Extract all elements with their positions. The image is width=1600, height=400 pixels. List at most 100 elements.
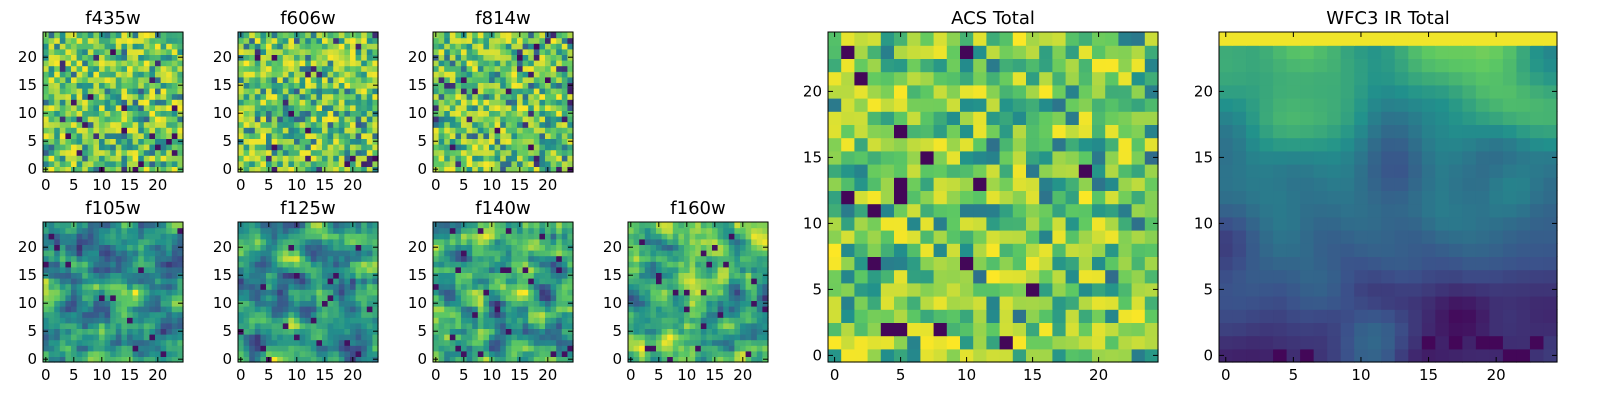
heatmap-cell (561, 222, 568, 229)
heatmap-cell (522, 60, 529, 67)
heatmap-cell (494, 43, 501, 50)
heatmap-cell (76, 272, 83, 279)
heatmap-cell (644, 266, 651, 273)
heatmap-cell (260, 82, 267, 89)
heatmap-cell (288, 266, 295, 273)
heatmap-cell (494, 311, 501, 318)
heatmap-cell (166, 127, 173, 134)
heatmap-cell (54, 322, 61, 329)
heatmap-cell (366, 300, 373, 307)
heatmap-cell (93, 65, 100, 72)
heatmap-cell (561, 356, 568, 363)
heatmap-cell (444, 356, 451, 363)
heatmap-cell (327, 283, 334, 290)
heatmap-cell (483, 93, 490, 100)
heatmap-cell (322, 238, 329, 245)
heatmap-cell (65, 144, 72, 151)
heatmap-cell (260, 238, 267, 245)
heatmap-cell (500, 110, 507, 117)
heatmap-cell (461, 99, 468, 106)
heatmap-cell (322, 37, 329, 44)
heatmap-cell (322, 160, 329, 167)
heatmap-cell (277, 272, 284, 279)
heatmap-cell (444, 350, 451, 357)
heatmap-cell (533, 356, 540, 363)
heatmap-cell (550, 32, 557, 39)
heatmap-cell (461, 244, 468, 251)
heatmap-cell (59, 43, 66, 50)
heatmap-cell (254, 227, 261, 234)
heatmap-cell (115, 37, 122, 44)
heatmap-cell (71, 60, 78, 67)
heatmap-cell (288, 311, 295, 318)
heatmap-cell (556, 266, 563, 273)
heatmap-cell (254, 127, 261, 134)
heatmap-cell (828, 216, 842, 231)
heatmap-cell (556, 339, 563, 346)
heatmap-cell (533, 127, 540, 134)
heatmap-cell (316, 54, 323, 61)
x-tick-label: 10 (92, 176, 111, 194)
heatmap-cell (745, 272, 752, 279)
y-tick-label: 15 (18, 266, 37, 284)
heatmap-cell (43, 250, 50, 257)
heatmap-cell (361, 48, 368, 55)
heatmap-cell (712, 255, 719, 262)
heatmap-cell (110, 93, 117, 100)
heatmap-cell (522, 261, 529, 268)
heatmap-cell (1092, 269, 1106, 284)
heatmap-cell (288, 250, 295, 257)
heatmap-cell (71, 132, 78, 139)
heatmap-cell (1039, 296, 1053, 310)
heatmap-cell (99, 149, 106, 156)
heatmap-cell (650, 339, 657, 346)
heatmap-cell (438, 127, 445, 134)
heatmap-cell (455, 345, 462, 352)
heatmap-cell (372, 255, 379, 262)
heatmap-cell (121, 48, 128, 55)
heatmap-cell (121, 356, 128, 363)
heatmap-cell (561, 345, 568, 352)
heatmap-cell (1105, 282, 1119, 297)
heatmap-cell (288, 334, 295, 341)
heatmap-cell (127, 71, 134, 78)
heatmap-cell (143, 356, 150, 363)
heatmap-cell (489, 76, 496, 83)
heatmap-cell (728, 311, 735, 318)
heatmap-cell (489, 138, 496, 145)
y-tick-label: 5 (612, 322, 622, 340)
heatmap-cell (894, 216, 908, 231)
heatmap-cell (650, 244, 657, 251)
heatmap-cell (271, 294, 278, 301)
heatmap-cell (288, 65, 295, 72)
heatmap-cell (43, 339, 50, 346)
heatmap-cell (254, 317, 261, 324)
heatmap-cell (277, 71, 284, 78)
heatmap-cell (628, 311, 635, 318)
heatmap-cell (127, 127, 134, 134)
heatmap-cell (99, 339, 106, 346)
heatmap-cell (489, 283, 496, 290)
heatmap-cell (76, 166, 83, 173)
heatmap-cell (277, 76, 284, 83)
heatmap-cell (472, 244, 479, 251)
heatmap-cell (517, 250, 524, 257)
heatmap-cell (127, 121, 134, 128)
heatmap-cell (171, 244, 178, 251)
heatmap-cell (695, 311, 702, 318)
heatmap-cell (438, 272, 445, 279)
heatmap-cell (539, 32, 546, 39)
heatmap-cell (327, 328, 334, 335)
heatmap-cell (155, 322, 162, 329)
heatmap-cell (166, 138, 173, 145)
heatmap-cell (1092, 322, 1106, 337)
heatmap-cell (43, 238, 50, 245)
heatmap-cell (933, 216, 948, 231)
heatmap-cell (477, 88, 484, 95)
heatmap-cell (644, 272, 651, 279)
heatmap-cell (54, 48, 61, 55)
heatmap-cell (449, 233, 456, 240)
heatmap-cell (494, 266, 501, 273)
heatmap-cell (271, 99, 278, 106)
heatmap-cell (933, 309, 948, 323)
